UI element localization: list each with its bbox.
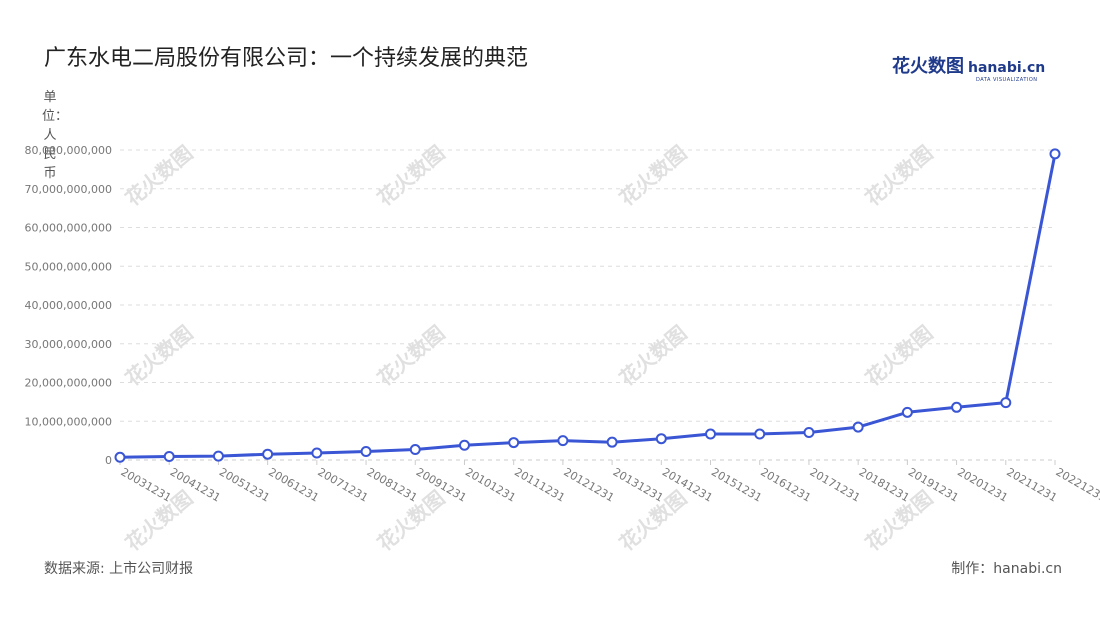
x-tick-label: 20141231	[660, 465, 715, 504]
y-tick-label: 40,000,000,000	[25, 299, 112, 312]
y-tick-label: 70,000,000,000	[25, 183, 112, 196]
y-tick-label: 30,000,000,000	[25, 338, 112, 351]
x-tick-label: 20091231	[414, 465, 469, 504]
data-point	[163, 451, 175, 463]
data-point	[951, 401, 963, 413]
brand-subtitle: DATA VISUALIZATION	[976, 77, 1038, 83]
data-point	[803, 426, 815, 438]
x-tick-label: 20131231	[611, 465, 666, 504]
x-tick-label: 20081231	[365, 465, 420, 504]
data-point	[409, 444, 421, 456]
data-point	[114, 451, 126, 463]
data-point	[458, 439, 470, 451]
data-point	[606, 436, 618, 448]
x-axis: 2003123120041231200512312006123120071231…	[119, 460, 1100, 505]
data-point	[212, 450, 224, 462]
data-point	[1049, 148, 1061, 160]
x-tick-label: 20171231	[807, 465, 862, 504]
data-point	[311, 447, 323, 459]
data-point	[262, 448, 274, 460]
data-point	[754, 428, 766, 440]
x-tick-label: 20071231	[315, 465, 370, 504]
series-line	[119, 153, 1057, 459]
x-tick-label: 20031231	[119, 465, 174, 504]
y-tick-label: 60,000,000,000	[25, 222, 112, 235]
brand-name-en: hanabi.cn	[968, 60, 1046, 76]
x-tick-label: 20061231	[266, 465, 321, 504]
y-tick-label: 50,000,000,000	[25, 260, 112, 273]
data-points	[114, 148, 1061, 463]
page-title: 广东水电二局股份有限公司：一个持续发展的典范	[44, 46, 529, 71]
data-point	[557, 435, 569, 447]
x-tick-label: 20221231	[1054, 465, 1100, 504]
data-point	[508, 437, 520, 449]
y-tick-label: 0	[105, 454, 112, 467]
x-tick-label: 20211231	[1004, 465, 1059, 504]
data-point	[655, 433, 667, 445]
x-tick-label: 20121231	[561, 465, 616, 504]
data-point	[360, 445, 372, 457]
brand-logo: 花火数图 hanabi.cn DATA VISUALIZATION	[892, 56, 1046, 83]
y-tick-label: 10,000,000,000	[25, 415, 112, 428]
data-point	[852, 421, 864, 433]
x-tick-label: 20151231	[709, 465, 764, 504]
credit: 制作：hanabi.cn	[951, 561, 1062, 577]
y-tick-label: 80,000,000,000	[25, 144, 112, 157]
x-tick-label: 20051231	[217, 465, 272, 504]
x-tick-label: 20111231	[512, 465, 567, 504]
grid-lines	[120, 149, 1055, 461]
x-tick-label: 20201231	[955, 465, 1010, 504]
data-point	[1000, 397, 1012, 409]
data-source: 数据来源: 上市公司财报	[44, 561, 194, 577]
y-tick-label: 20,000,000,000	[25, 377, 112, 390]
brand-name-cn: 花火数图	[892, 56, 964, 77]
y-axis: 0 10,000,000,000 20,000,000,000 30,000,000,…	[25, 144, 112, 467]
x-tick-label: 20191231	[906, 465, 961, 504]
data-point	[705, 428, 717, 440]
data-point	[901, 406, 913, 418]
x-tick-label: 20161231	[758, 465, 813, 504]
x-tick-label: 20181231	[857, 465, 912, 504]
x-tick-label: 20101231	[463, 465, 518, 504]
x-tick-label: 20041231	[168, 465, 223, 504]
